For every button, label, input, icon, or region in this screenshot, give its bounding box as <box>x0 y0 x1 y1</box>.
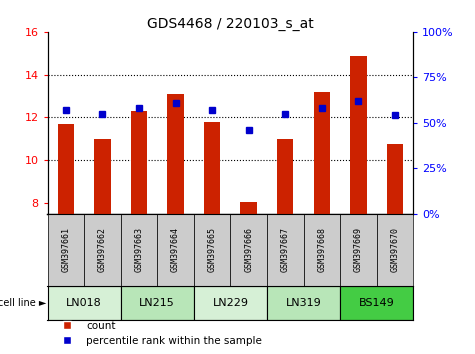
Text: GSM397670: GSM397670 <box>390 228 399 273</box>
Text: LN319: LN319 <box>285 298 322 308</box>
Bar <box>240 202 257 213</box>
Bar <box>267 286 340 320</box>
Bar <box>194 286 267 320</box>
Bar <box>94 139 111 213</box>
Bar <box>48 213 84 286</box>
Bar <box>121 213 157 286</box>
Bar <box>377 213 413 286</box>
Text: LN018: LN018 <box>66 298 102 308</box>
Text: GSM397664: GSM397664 <box>171 228 180 273</box>
Text: GSM397663: GSM397663 <box>134 228 143 273</box>
Text: LN229: LN229 <box>212 298 248 308</box>
Bar <box>194 213 230 286</box>
Bar <box>57 124 74 213</box>
Text: GSM397668: GSM397668 <box>317 228 326 273</box>
Bar <box>387 144 403 213</box>
Text: GSM397667: GSM397667 <box>281 228 290 273</box>
Text: LN215: LN215 <box>139 298 175 308</box>
Text: cell line ►: cell line ► <box>0 298 47 308</box>
Text: GSM397665: GSM397665 <box>208 228 217 273</box>
Text: BS149: BS149 <box>359 298 395 308</box>
Bar <box>157 213 194 286</box>
Text: GSM397666: GSM397666 <box>244 228 253 273</box>
Bar <box>340 286 413 320</box>
Bar <box>304 213 340 286</box>
Bar <box>204 122 220 213</box>
Legend: count, percentile rank within the sample: count, percentile rank within the sample <box>53 317 266 350</box>
Bar <box>340 213 377 286</box>
Bar <box>277 139 294 213</box>
Bar <box>267 213 304 286</box>
Bar <box>350 56 367 213</box>
Text: GSM397662: GSM397662 <box>98 228 107 273</box>
Bar <box>230 213 267 286</box>
Text: GSM397661: GSM397661 <box>61 228 70 273</box>
Bar <box>121 286 194 320</box>
Text: GSM397669: GSM397669 <box>354 228 363 273</box>
Bar <box>84 213 121 286</box>
Bar <box>131 111 147 213</box>
Bar <box>48 286 121 320</box>
Title: GDS4468 / 220103_s_at: GDS4468 / 220103_s_at <box>147 17 314 31</box>
Bar <box>167 94 184 213</box>
Bar <box>314 92 330 213</box>
